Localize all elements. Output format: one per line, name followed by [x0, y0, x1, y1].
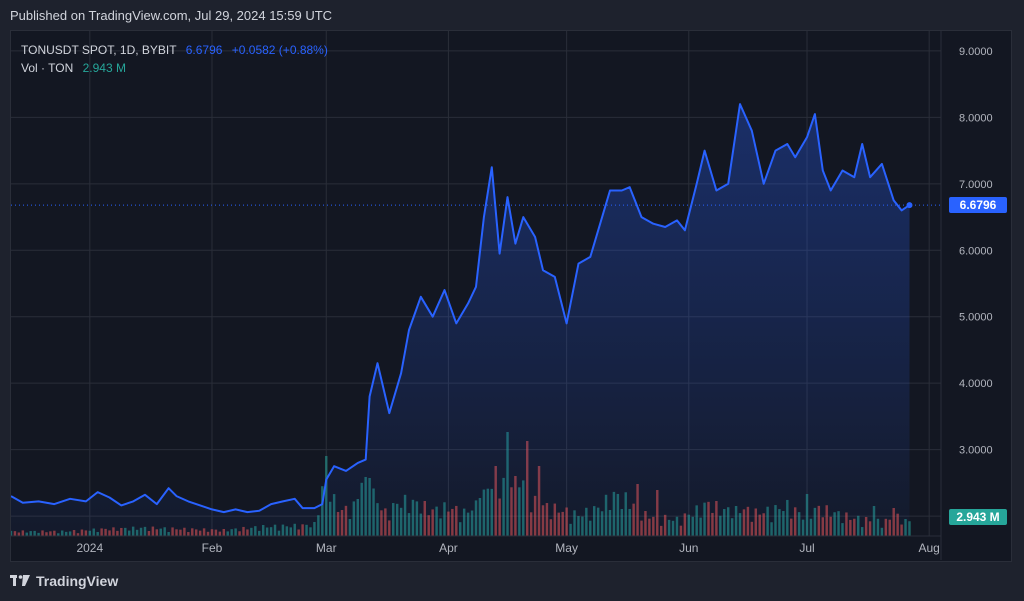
- last-price-tag: 6.6796: [949, 197, 1007, 214]
- price-chart[interactable]: 2.00003.00004.00005.00006.00007.00008.00…: [11, 31, 1011, 561]
- tradingview-brand: TradingView: [36, 573, 119, 589]
- y-tick-label: 4.0000: [959, 378, 993, 390]
- price-area: [11, 103, 941, 536]
- last-volume-tag: 2.943 M: [949, 509, 1007, 525]
- y-tick-label: 8.0000: [959, 112, 993, 124]
- x-tick-label: May: [555, 541, 578, 555]
- legend-volume-value: 2.943 M: [82, 61, 126, 75]
- y-tick-label: 5.0000: [959, 312, 993, 324]
- x-tick-label: Mar: [316, 541, 337, 555]
- symbol-label[interactable]: TONUSDT SPOT, 1D, BYBIT: [21, 43, 177, 57]
- legend-price: 6.6796: [185, 43, 223, 57]
- x-tick-label: Jul: [799, 541, 814, 555]
- price-area-fill: [11, 104, 910, 536]
- legend-change: +0.0582 (+0.88%): [231, 43, 328, 57]
- volume-label[interactable]: Vol · TON: [21, 61, 74, 75]
- y-tick-label: 7.0000: [959, 179, 993, 191]
- legend-symbol-row[interactable]: TONUSDT SPOT, 1D, BYBIT 6.6796 +0.0582 (…: [21, 41, 328, 59]
- x-tick-label: Aug: [918, 541, 939, 555]
- x-tick-label: Jun: [679, 541, 698, 555]
- x-tick-label: Feb: [202, 541, 223, 555]
- tradingview-logo-icon: [10, 575, 30, 586]
- chart-legend: TONUSDT SPOT, 1D, BYBIT 6.6796 +0.0582 (…: [21, 41, 328, 77]
- y-tick-label: 9.0000: [959, 46, 993, 58]
- tradingview-logo[interactable]: TradingView: [10, 573, 118, 589]
- x-tick-label: 2024: [76, 541, 103, 555]
- legend-volume-row[interactable]: Vol · TON 2.943 M: [21, 59, 328, 77]
- published-caption: Published on TradingView.com, Jul 29, 20…: [10, 8, 333, 23]
- y-tick-label: 3.0000: [959, 445, 993, 457]
- price-line: [11, 103, 911, 514]
- x-tick-label: Apr: [439, 541, 458, 555]
- y-tick-label: 6.0000: [959, 245, 993, 257]
- last-price-dot: [906, 202, 913, 209]
- chart-panel[interactable]: 2.00003.00004.00005.00006.00007.00008.00…: [10, 30, 1012, 562]
